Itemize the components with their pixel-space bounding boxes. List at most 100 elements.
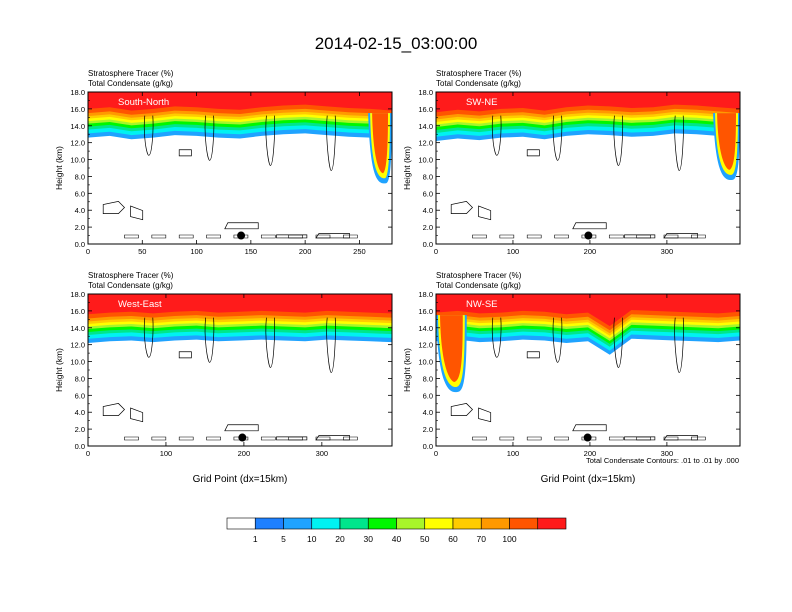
intrusion-core bbox=[717, 113, 736, 170]
ytick-label: 12.0 bbox=[70, 341, 85, 350]
colorbar-box bbox=[283, 517, 313, 530]
condensate-contour-column bbox=[204, 317, 215, 363]
xtick-label: 0 bbox=[86, 449, 90, 458]
panel-title-tracer: Stratosphere Tracer (%) bbox=[436, 271, 522, 280]
ytick-label: 14.0 bbox=[70, 122, 85, 131]
ytick-label: 12.0 bbox=[418, 139, 433, 148]
ytick-label: 2.0 bbox=[75, 425, 85, 434]
ytick-label: 16.0 bbox=[418, 307, 433, 316]
condensate-contour-column bbox=[143, 115, 154, 156]
ytick-label: 8.0 bbox=[423, 172, 433, 181]
ytick-label: 4.0 bbox=[423, 206, 433, 215]
ytick-label: 6.0 bbox=[75, 189, 85, 198]
panel-nw-se: 0.0 2.0 4.0 6.0 8.0 10.0 12.0 14.0 16.0 18.0 0 100 2… bbox=[402, 271, 741, 485]
ytick-label: 6.0 bbox=[75, 391, 85, 400]
panel-title-tracer: Stratosphere Tracer (%) bbox=[88, 69, 174, 78]
condensate-contour-column bbox=[552, 317, 563, 363]
condensate-contour-column bbox=[204, 115, 215, 161]
condensate-contour-surface bbox=[124, 436, 358, 441]
ground bbox=[436, 444, 740, 446]
colorbar-box bbox=[452, 517, 482, 530]
colorbar-box bbox=[367, 517, 397, 530]
condensate-contour-surface bbox=[472, 234, 706, 239]
xtick-label: 250 bbox=[353, 247, 366, 256]
ytick-label: 14.0 bbox=[418, 122, 433, 131]
intrusion-core bbox=[440, 315, 463, 382]
ytick-label: 0.0 bbox=[423, 240, 433, 249]
ground bbox=[88, 242, 392, 244]
condensate-contour-column bbox=[143, 317, 154, 358]
colorbar-box bbox=[480, 517, 510, 530]
colorbar-label: 30 bbox=[364, 534, 374, 544]
tracer-core bbox=[88, 92, 392, 111]
colorbar-box bbox=[537, 517, 567, 530]
xtick-label: 200 bbox=[299, 247, 312, 256]
ytick-label: 12.0 bbox=[70, 139, 85, 148]
y-axis-label: Height (km) bbox=[54, 146, 64, 190]
condensate-contour bbox=[178, 351, 192, 359]
x-axis-label: Grid Point (dx=15km) bbox=[541, 474, 636, 485]
xtick-label: 200 bbox=[584, 449, 597, 458]
y-axis-label: Height (km) bbox=[54, 348, 64, 392]
ytick-label: 6.0 bbox=[423, 391, 433, 400]
location-marker bbox=[238, 433, 247, 442]
panel-title-tracer: Stratosphere Tracer (%) bbox=[436, 69, 522, 78]
condensate-contour-column bbox=[326, 317, 336, 373]
condensate-contour-surface bbox=[124, 234, 358, 239]
ytick-label: 10.0 bbox=[70, 156, 85, 165]
xtick-label: 200 bbox=[238, 449, 251, 458]
condensate-contour-column bbox=[265, 115, 275, 166]
panel-direction-label: SW-NE bbox=[466, 97, 498, 108]
condensate-contour bbox=[478, 407, 492, 423]
condensate-contour bbox=[130, 407, 144, 423]
panel-title-condensate: Total Condensate (g/kg) bbox=[436, 281, 521, 290]
xtick-label: 100 bbox=[160, 449, 173, 458]
colorbar-box bbox=[254, 517, 284, 530]
colorbar-label: 20 bbox=[335, 534, 345, 544]
colorbar-label: 40 bbox=[392, 534, 402, 544]
ytick-label: 10.0 bbox=[418, 358, 433, 367]
condensate-contour-column bbox=[326, 115, 336, 171]
ytick-label: 16.0 bbox=[70, 307, 85, 316]
panel-direction-label: South-North bbox=[118, 97, 169, 108]
condensate-contour bbox=[572, 222, 607, 230]
condensate-contour bbox=[130, 205, 144, 221]
condensate-contour bbox=[450, 403, 473, 416]
colorbar-label: 70 bbox=[477, 534, 487, 544]
xtick-label: 100 bbox=[190, 247, 203, 256]
colorbar-label: 50 bbox=[420, 534, 430, 544]
panel-direction-label: NW-SE bbox=[466, 299, 498, 310]
ytick-label: 18.0 bbox=[418, 88, 433, 97]
condensate-contour-column bbox=[265, 317, 275, 368]
intrusion-core bbox=[372, 113, 388, 174]
ytick-label: 6.0 bbox=[423, 189, 433, 198]
xtick-label: 300 bbox=[316, 449, 329, 458]
xtick-label: 0 bbox=[86, 247, 90, 256]
ytick-label: 0.0 bbox=[75, 442, 85, 451]
x-axis-label: Grid Point (dx=15km) bbox=[193, 474, 288, 485]
xtick-label: 150 bbox=[245, 247, 258, 256]
xtick-label: 200 bbox=[584, 247, 597, 256]
xtick-label: 100 bbox=[507, 247, 520, 256]
condensate-contour-column bbox=[613, 317, 623, 368]
ground bbox=[436, 242, 740, 244]
condensate-contour bbox=[478, 205, 492, 221]
ytick-label: 4.0 bbox=[75, 206, 85, 215]
condensate-contour-surface bbox=[472, 436, 706, 441]
tracer-core bbox=[436, 92, 740, 113]
colorbar-box bbox=[396, 517, 426, 530]
colorbar-box bbox=[339, 517, 369, 530]
ytick-label: 2.0 bbox=[423, 223, 433, 232]
xtick-label: 0 bbox=[434, 247, 438, 256]
figure-title: 2014-02-15_03:00:00 bbox=[315, 34, 478, 53]
panel-title-tracer: Stratosphere Tracer (%) bbox=[88, 271, 174, 280]
tracer-core bbox=[436, 294, 740, 327]
ytick-label: 10.0 bbox=[70, 358, 85, 367]
ytick-label: 8.0 bbox=[423, 374, 433, 383]
condensate-contour-column bbox=[613, 115, 623, 166]
ytick-label: 2.0 bbox=[75, 223, 85, 232]
xtick-label: 100 bbox=[507, 449, 520, 458]
ytick-label: 18.0 bbox=[70, 290, 85, 299]
condensate-contour-column bbox=[674, 115, 684, 171]
